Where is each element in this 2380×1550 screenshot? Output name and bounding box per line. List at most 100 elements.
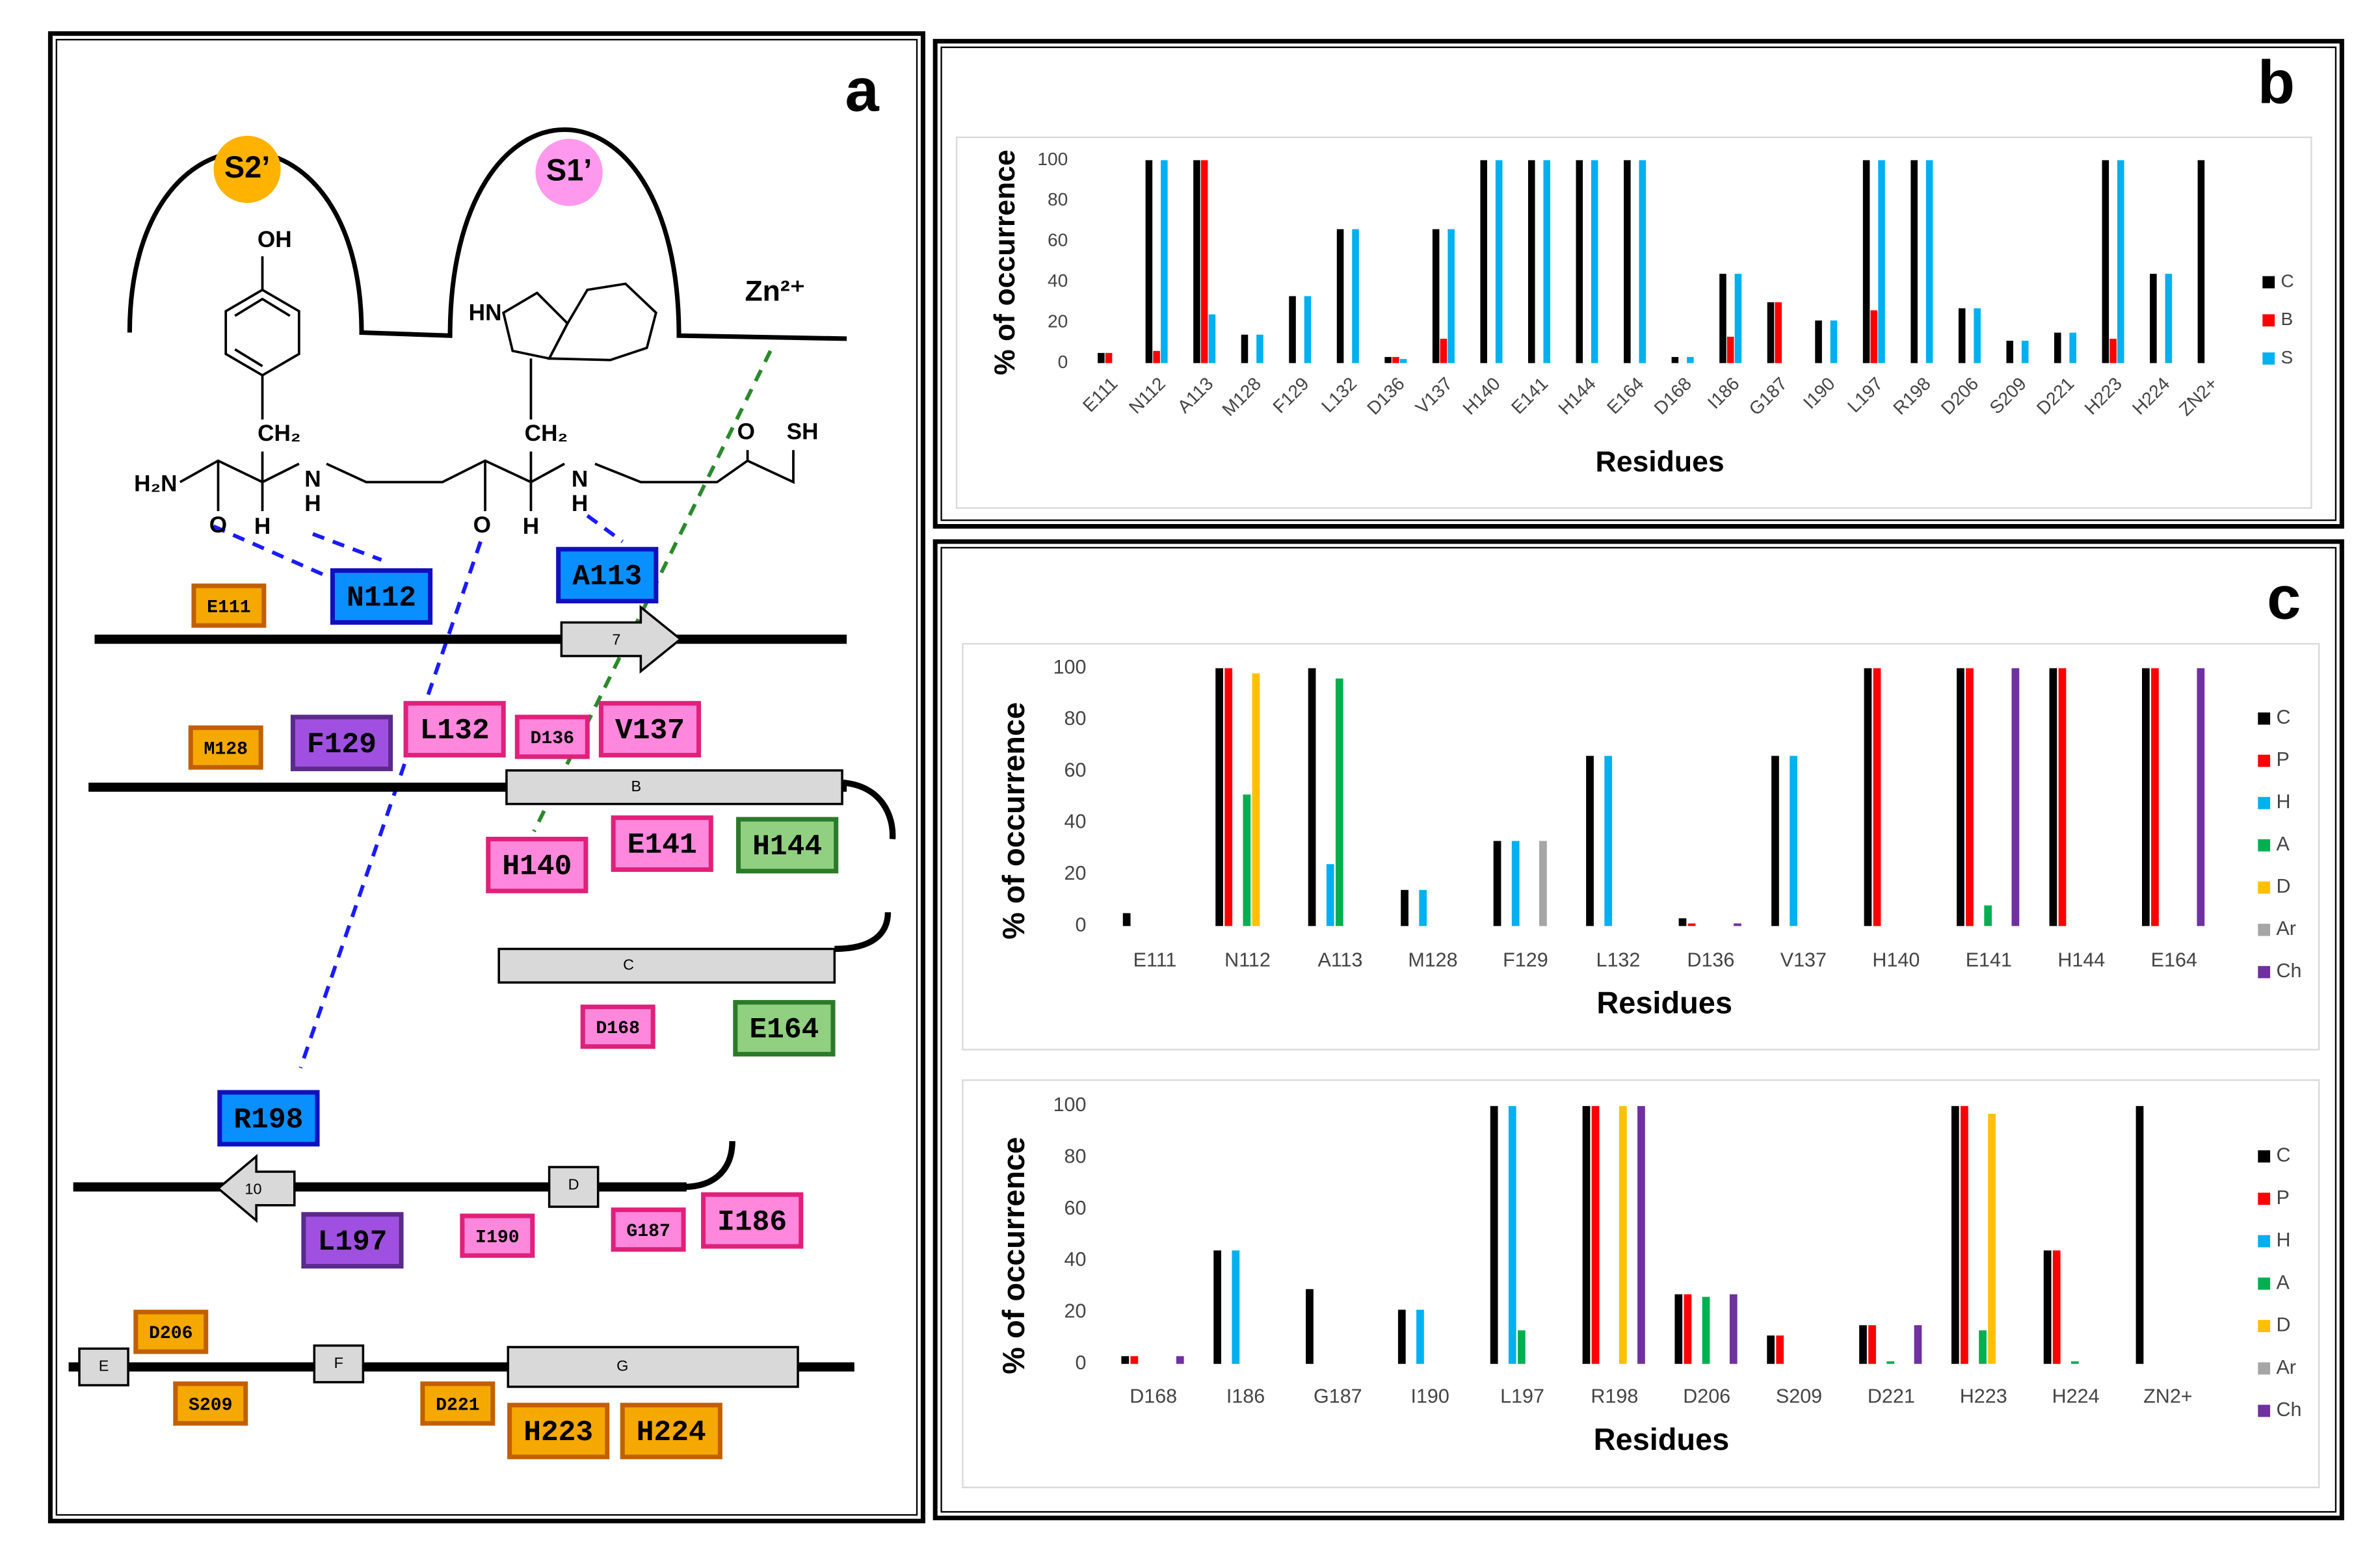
bar — [1775, 302, 1782, 363]
bar — [1252, 673, 1260, 926]
residue-box — [620, 1402, 722, 1460]
legend-label: P — [2276, 748, 2289, 770]
residue-box — [598, 701, 702, 758]
legend-label: Ch — [2276, 1399, 2301, 1421]
bar — [1979, 1330, 1987, 1364]
bar — [1304, 296, 1312, 363]
pocket-label: S2’ — [224, 150, 270, 184]
bar — [1193, 160, 1200, 363]
panel-b-frame — [932, 38, 2344, 529]
y-tick-label: 60 — [1064, 759, 1087, 781]
residue-label: M128 — [204, 740, 248, 760]
bar — [1925, 160, 1933, 363]
h-bond — [298, 541, 483, 1069]
x-axis-title: Residues — [1594, 1423, 1730, 1456]
bar — [1543, 160, 1550, 363]
y-axis-title: % of occurrence — [989, 150, 1021, 375]
bar — [1868, 1325, 1876, 1364]
bar — [1771, 755, 1779, 926]
residue-box — [188, 725, 263, 770]
structure — [179, 256, 795, 512]
bar — [1215, 668, 1223, 926]
bar — [1517, 1330, 1526, 1364]
x-tick-label: H144 — [2057, 949, 2105, 971]
residue-label: L132 — [420, 715, 490, 748]
pyrrole-ring — [502, 291, 570, 360]
panel-c-frame — [932, 539, 2344, 1521]
strand-label: D — [568, 1176, 579, 1192]
bar — [1508, 1106, 1516, 1364]
y-tick-label: 80 — [1064, 707, 1087, 729]
loop — [841, 780, 896, 839]
residue-box — [701, 1192, 804, 1249]
chart-b-area — [955, 137, 2312, 509]
residue-label: F129 — [307, 729, 377, 761]
bar — [2052, 1250, 2061, 1364]
bar — [2117, 160, 2124, 363]
strand-label: 10 — [245, 1180, 261, 1197]
bar — [1224, 668, 1233, 926]
bar — [1591, 160, 1598, 363]
bar — [1200, 160, 1208, 363]
helix-g — [507, 1346, 799, 1388]
legend-swatch — [2262, 314, 2275, 327]
bar — [1870, 310, 1878, 363]
bar — [1448, 229, 1455, 363]
bar — [1914, 1325, 1922, 1364]
bar — [1958, 308, 1966, 363]
bar — [1637, 1106, 1645, 1364]
bar — [2197, 160, 2205, 363]
bar — [1145, 160, 1153, 363]
y-axis-title: % of occurrence — [997, 702, 1031, 939]
bar — [1401, 889, 1408, 926]
residue-box — [486, 837, 588, 893]
bar — [1130, 1356, 1139, 1364]
bar — [1105, 352, 1113, 363]
atom-label: Zn²⁺ — [745, 275, 805, 307]
y-tick-label: 0 — [1058, 352, 1068, 372]
residue-label: I190 — [475, 1228, 520, 1248]
legend-swatch — [2258, 754, 2271, 767]
bar — [1397, 1309, 1406, 1364]
bar — [1767, 302, 1775, 363]
x-tick-label: E111 — [1133, 949, 1177, 971]
residue-label: I186 — [717, 1206, 787, 1239]
bar — [1988, 1114, 1996, 1364]
backbone — [179, 459, 300, 484]
strand-label: 7 — [612, 631, 620, 648]
bar — [1256, 334, 1263, 363]
strand-label: B — [631, 778, 642, 795]
bar — [1384, 357, 1392, 363]
legend-label: C — [2276, 1144, 2290, 1166]
panel-b-frame-inner — [940, 46, 2337, 521]
bar — [1830, 320, 1838, 363]
atom-label: OH — [258, 227, 292, 252]
x-axis-title: Residues — [1596, 986, 1732, 1020]
bar — [1984, 905, 1992, 926]
residue-box — [133, 1309, 209, 1354]
bar — [1392, 357, 1399, 363]
residue-box — [736, 817, 839, 874]
y-tick-label: 80 — [1048, 189, 1068, 209]
bar — [2150, 274, 2157, 363]
legend-label: A — [2276, 833, 2290, 855]
residue-box — [191, 583, 267, 628]
bar — [1864, 668, 1872, 926]
diagram-lines — [127, 127, 847, 341]
helix-b — [505, 769, 843, 806]
legend-swatch — [2262, 352, 2275, 365]
legend-swatch — [2258, 1150, 2271, 1162]
bar — [1702, 1296, 1710, 1364]
ring-bond — [234, 297, 291, 317]
box-f — [313, 1344, 365, 1384]
legend-label: A — [2276, 1271, 2290, 1293]
helix-c — [497, 947, 836, 984]
atom-label: H — [304, 491, 321, 516]
y-tick-label: 20 — [1064, 862, 1087, 884]
residue-box — [330, 568, 433, 625]
bar — [1419, 889, 1427, 926]
bar — [1335, 678, 1343, 926]
residue-label: S209 — [189, 1396, 233, 1416]
bar — [1213, 1250, 1221, 1364]
